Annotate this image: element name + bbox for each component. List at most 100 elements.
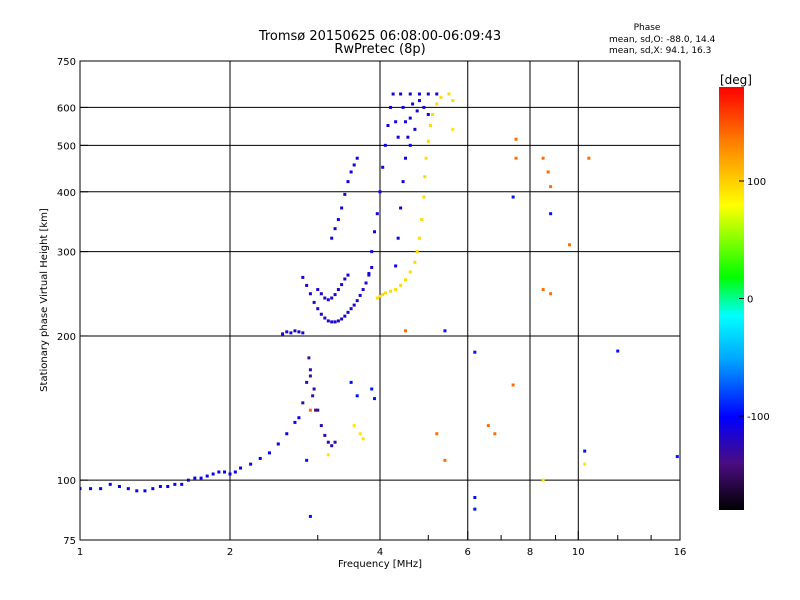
- data-point: [293, 329, 297, 333]
- data-point: [349, 307, 353, 311]
- data-point: [435, 92, 439, 96]
- data-point: [423, 175, 427, 179]
- data-point: [383, 291, 387, 295]
- data-point: [389, 105, 393, 109]
- data-point: [326, 440, 330, 444]
- x-axis-label: Frequency [MHz]: [338, 559, 422, 570]
- data-point: [249, 462, 253, 466]
- y-tick-label: 500: [57, 141, 76, 152]
- data-point: [143, 489, 147, 493]
- data-point: [514, 156, 518, 160]
- colorbar-label: [deg]: [720, 73, 752, 87]
- x-tick-label: 16: [674, 547, 687, 558]
- data-point: [473, 495, 477, 499]
- data-point: [399, 92, 403, 96]
- colorbar-ticks: 100 0 -100: [739, 177, 770, 423]
- data-point: [541, 288, 545, 292]
- data-point: [358, 293, 362, 297]
- data-point: [340, 206, 344, 210]
- data-point: [386, 124, 390, 128]
- data-point: [541, 478, 545, 482]
- data-point: [343, 314, 347, 318]
- data-point: [326, 453, 330, 457]
- data-point: [408, 143, 412, 147]
- data-point: [330, 236, 334, 240]
- y-tick-label: 75: [63, 536, 76, 547]
- data-point: [323, 316, 327, 320]
- data-point: [381, 165, 385, 169]
- data-point: [435, 432, 439, 436]
- data-point: [567, 243, 571, 247]
- data-point: [355, 394, 359, 398]
- data-point: [435, 102, 439, 106]
- x-tick-label: 1: [77, 547, 83, 558]
- data-point: [447, 92, 451, 96]
- data-point: [367, 272, 371, 276]
- data-point: [346, 180, 350, 184]
- data-point: [352, 303, 356, 307]
- data-point: [403, 156, 407, 160]
- chart-title: Tromsø 20150625 06:08:00-06:09:43: [258, 29, 501, 44]
- data-point: [108, 482, 112, 486]
- data-point: [415, 109, 419, 113]
- data-point: [417, 92, 421, 96]
- data-point: [426, 92, 430, 96]
- data-point: [343, 192, 347, 196]
- data-point: [399, 206, 403, 210]
- data-point: [394, 120, 398, 124]
- data-point: [375, 296, 379, 300]
- chart-subtitle: RwPretec (8p): [334, 42, 425, 57]
- data-point: [417, 236, 421, 240]
- data-point: [549, 185, 553, 189]
- data-point: [367, 273, 371, 277]
- data-point: [443, 329, 447, 333]
- colorbar-tick-label: 0: [747, 295, 753, 306]
- data-point: [330, 296, 334, 300]
- data-point: [340, 283, 344, 287]
- data-point: [511, 195, 515, 199]
- data-point: [173, 482, 177, 486]
- data-points: [80, 92, 679, 518]
- y-axis-label: Stationary phase Virtual Height [km]: [39, 208, 50, 392]
- x-tick-label: 10: [572, 547, 585, 558]
- data-point: [394, 264, 398, 268]
- y-tick-label: 600: [57, 103, 76, 114]
- data-point: [541, 156, 545, 160]
- data-point: [330, 444, 334, 448]
- data-point: [285, 330, 289, 334]
- data-point: [394, 288, 398, 292]
- data-point: [239, 466, 243, 470]
- y-tick-label: 400: [57, 188, 76, 199]
- data-point: [493, 432, 497, 436]
- colorbar-tick-label: -100: [747, 412, 770, 423]
- data-point: [675, 455, 679, 459]
- data-point: [346, 273, 350, 277]
- data-point: [233, 470, 237, 474]
- data-point: [370, 265, 374, 269]
- y-tick-label: 100: [57, 476, 76, 487]
- data-point: [314, 408, 318, 412]
- data-point: [228, 472, 232, 476]
- x-tick-label: 2: [227, 547, 233, 558]
- data-point: [378, 294, 382, 298]
- x-tick-label: 8: [527, 547, 533, 558]
- data-point: [346, 310, 350, 314]
- data-point: [305, 380, 309, 384]
- data-point: [546, 170, 550, 174]
- data-point: [451, 127, 455, 131]
- stats-line-o: mean, sd,O: -88.0, 14.4: [609, 35, 716, 45]
- data-point: [285, 432, 289, 436]
- data-point: [373, 230, 377, 234]
- data-point: [267, 451, 271, 455]
- data-point: [417, 99, 421, 103]
- data-point: [293, 420, 297, 424]
- data-point: [422, 105, 426, 109]
- data-point: [289, 331, 293, 335]
- data-point: [399, 283, 403, 287]
- data-point: [305, 458, 309, 462]
- data-point: [316, 288, 320, 292]
- data-point: [205, 474, 209, 478]
- data-point: [326, 298, 330, 302]
- data-point: [413, 260, 417, 264]
- data-point: [383, 143, 387, 147]
